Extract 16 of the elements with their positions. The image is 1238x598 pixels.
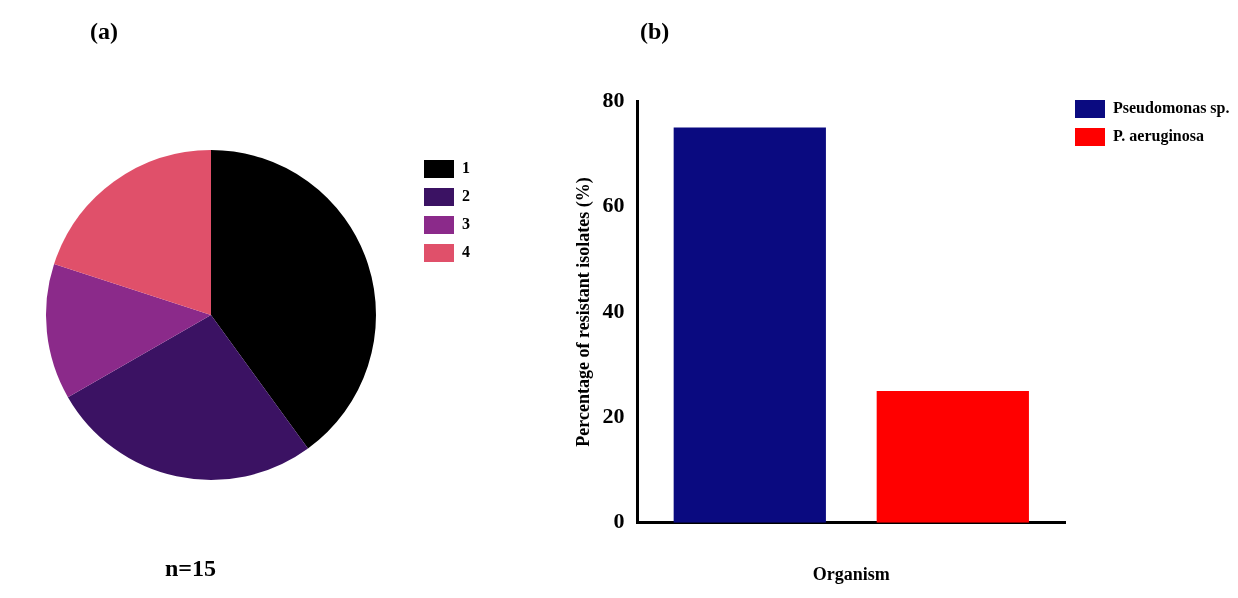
legend-label: 1: [462, 159, 470, 177]
legend-label: 3: [462, 215, 470, 233]
x-axis-title: Organism: [812, 563, 890, 584]
legend-label: P. aeruginosa: [1113, 127, 1204, 146]
chart-title: (b): [640, 18, 670, 45]
text: n=15: [165, 555, 217, 582]
legend-label: Pseudomonas sp.: [1113, 99, 1230, 118]
y-tick-label: 20: [602, 403, 625, 429]
y-tick-label: 40: [602, 297, 625, 323]
y-tick-label: 60: [602, 192, 625, 218]
y-tick-label: 80: [602, 86, 625, 112]
legend-label: 2: [462, 187, 470, 205]
legend-label: 4: [462, 243, 470, 261]
y-axis-title: Percentage of resistant isolates (%): [573, 177, 595, 447]
chart-title: (a): [90, 18, 118, 45]
y-tick-label: 0: [613, 508, 625, 534]
